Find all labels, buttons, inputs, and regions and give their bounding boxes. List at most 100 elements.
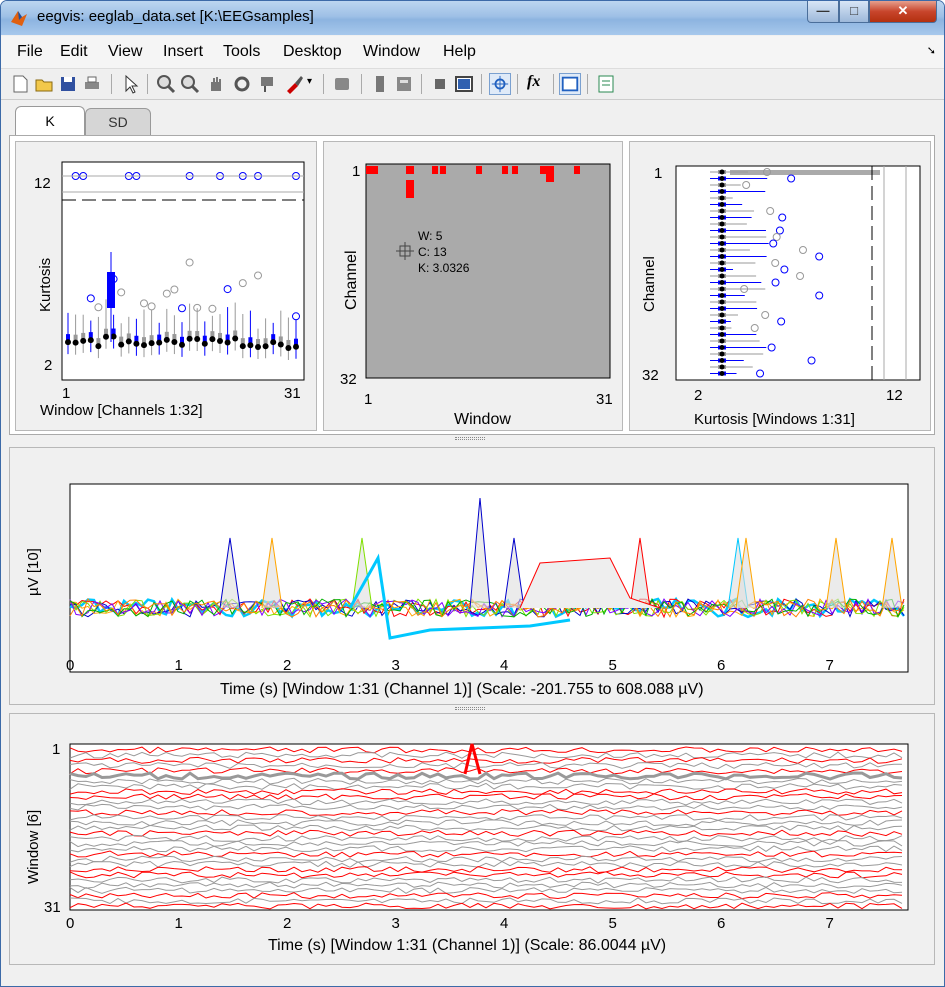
minimize-button[interactable]: — xyxy=(807,1,839,23)
signal-panel: µV [10] 0 1 2 3 4 5 6 7 Time (s) [Window 1:31 (… xyxy=(9,447,935,705)
title-bar[interactable]: eegvis: eeglab_data.set [K:\EEGsamples] … xyxy=(1,1,944,35)
colorbar-icon[interactable] xyxy=(369,73,391,95)
pan-icon[interactable] xyxy=(205,73,227,95)
splitter-handle[interactable] xyxy=(455,437,485,440)
menu-edit[interactable]: Edit xyxy=(60,43,88,60)
box xyxy=(96,338,101,349)
menu-view[interactable]: View xyxy=(108,43,143,60)
legend-icon[interactable] xyxy=(393,73,415,95)
tab-sd[interactable]: SD xyxy=(85,108,151,136)
stacked-trace xyxy=(69,808,903,816)
matlab-icon xyxy=(11,11,27,26)
menu-insert[interactable]: Insert xyxy=(163,43,204,60)
stacked-trace xyxy=(69,855,903,863)
median-marker xyxy=(719,176,725,181)
brush-icon[interactable] xyxy=(283,73,305,95)
x-tick-label: 6 xyxy=(717,657,725,674)
tab-k[interactable]: K xyxy=(15,106,85,136)
signal-peak xyxy=(881,537,903,609)
outlier xyxy=(787,174,796,183)
outlier xyxy=(769,239,778,248)
data-cursor-icon[interactable] xyxy=(257,73,279,95)
outlier xyxy=(771,259,780,267)
stacked-trace xyxy=(69,850,903,858)
zoom-out-icon[interactable] xyxy=(179,73,201,95)
outlier xyxy=(223,285,232,294)
heatmap-cell xyxy=(372,166,378,174)
menu-window[interactable]: Window xyxy=(363,43,420,60)
brush-dropdown-icon[interactable]: ▾ xyxy=(307,76,313,87)
crosshair-cursor-icon xyxy=(396,242,414,260)
median-marker xyxy=(224,339,231,346)
outlier xyxy=(777,317,786,326)
median-marker xyxy=(148,340,155,347)
x-tick-label: 4 xyxy=(500,657,508,674)
show-plot-tools-icon[interactable] xyxy=(453,73,475,95)
zoom-in-icon[interactable] xyxy=(155,73,177,95)
box xyxy=(134,335,139,346)
heatmap-cell xyxy=(512,166,518,174)
property-editor-icon[interactable] xyxy=(595,73,617,95)
heatmap-cell xyxy=(476,166,482,174)
median-marker xyxy=(262,343,269,350)
x-tick-label: 5 xyxy=(609,657,617,674)
median-marker xyxy=(719,215,725,220)
heatmap-cell xyxy=(540,166,546,174)
fx-icon[interactable]: fx xyxy=(527,73,541,90)
menu-desktop[interactable]: Desktop xyxy=(283,43,342,60)
median-marker xyxy=(232,335,239,342)
median-marker xyxy=(179,341,185,348)
median-marker xyxy=(719,241,725,246)
save-icon[interactable] xyxy=(57,73,79,95)
maximize-button[interactable]: □ xyxy=(839,1,869,23)
window-title: eegvis: eeglab_data.set [K:\EEGsamples] xyxy=(37,8,314,25)
new-figure-icon[interactable] xyxy=(9,73,31,95)
outlier xyxy=(780,265,789,274)
minimize-icon: — xyxy=(816,3,830,18)
hide-plot-tools-icon[interactable] xyxy=(429,73,451,95)
cursor-k: K: 3.0326 xyxy=(418,261,470,275)
median-marker xyxy=(719,260,725,266)
outlier xyxy=(185,258,194,267)
median-marker xyxy=(285,344,292,351)
median-marker xyxy=(719,195,725,201)
median-marker xyxy=(255,344,261,351)
pointer-icon[interactable] xyxy=(119,73,141,95)
channel-box-marks xyxy=(710,168,880,378)
median-marker xyxy=(270,339,277,346)
outlier xyxy=(208,304,217,313)
x-tick-labels: 0 1 2 3 4 5 6 7 xyxy=(66,657,834,674)
stacked-panel: 1 31 Window [6] 0 1 2 3 4 5 6 7 Time (s) [Windo… xyxy=(9,713,935,965)
kurtosis-box-marks xyxy=(65,172,300,360)
y-axis-label: Kurtosis xyxy=(37,258,54,312)
dock-arrow-icon[interactable]: ➘ xyxy=(926,45,936,57)
signal-peak xyxy=(219,537,241,609)
box xyxy=(248,337,253,348)
box xyxy=(81,332,86,343)
menu-file[interactable]: File xyxy=(17,43,43,60)
ytick-1: 1 xyxy=(352,163,360,180)
splitter-handle[interactable] xyxy=(455,707,485,710)
dock-icon[interactable] xyxy=(559,73,581,95)
menu-tools[interactable]: Tools xyxy=(223,43,261,60)
outlier xyxy=(815,291,824,300)
signal-peak xyxy=(519,557,661,609)
print-icon[interactable] xyxy=(81,73,103,95)
outlier xyxy=(756,369,765,378)
y-axis-label: µV [10] xyxy=(25,548,42,596)
close-button[interactable]: ✕ xyxy=(869,1,937,23)
stacked-trace xyxy=(69,803,903,811)
signal-peak xyxy=(351,537,373,609)
ytick-1: 1 xyxy=(52,741,60,758)
median-marker xyxy=(133,340,140,347)
channel-box-chart: 1 32 2 12 Kurtosis [Windows 1:31] Channe… xyxy=(641,165,921,428)
select-icon[interactable] xyxy=(489,73,511,95)
xtick-31: 31 xyxy=(284,385,301,402)
stacked-trace xyxy=(69,881,903,889)
xtick-2: 2 xyxy=(694,387,702,404)
rotate-icon[interactable] xyxy=(231,73,253,95)
menu-help[interactable]: Help xyxy=(443,43,476,60)
open-icon[interactable] xyxy=(33,73,55,95)
median-marker xyxy=(719,306,725,311)
link-icon[interactable] xyxy=(331,73,353,95)
